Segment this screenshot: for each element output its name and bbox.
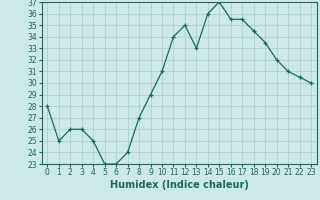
X-axis label: Humidex (Indice chaleur): Humidex (Indice chaleur) (110, 180, 249, 190)
